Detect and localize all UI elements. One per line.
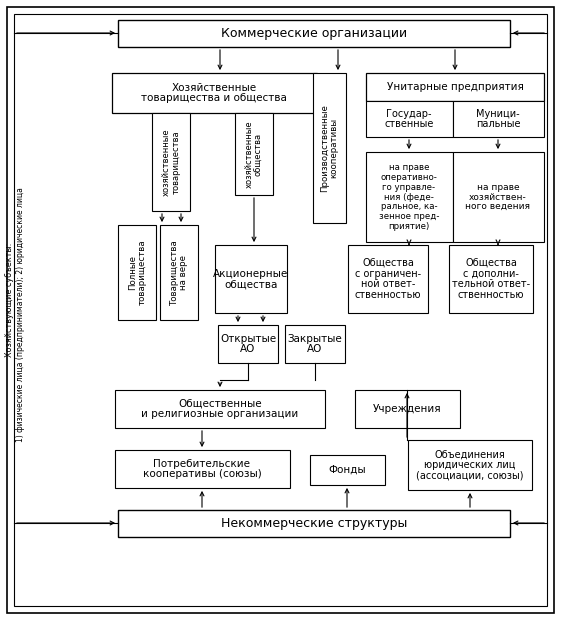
Bar [118,510,510,537]
Bar [215,245,287,313]
Text: Унитарные предприятия: Унитарные предприятия [387,82,523,92]
Bar [115,450,290,488]
Bar [408,440,532,490]
Text: Хозяйственные
товарищества и общества: Хозяйственные товарищества и общества [141,82,287,104]
Bar [310,455,385,485]
Bar [235,113,273,195]
Text: Фонды: Фонды [328,465,366,475]
Bar [115,390,325,428]
Text: Общества
с ограничен-
ной ответ-
ственностью: Общества с ограничен- ной ответ- ственно… [355,258,421,300]
Text: Объединения
юридических лиц
(ассоциации, союзы): Объединения юридических лиц (ассоциации,… [416,450,524,480]
Bar [313,73,346,223]
Bar [285,325,345,363]
Text: Учреждения: Учреждения [373,404,442,414]
Text: Потребительские
кооперативы (союзы): Потребительские кооперативы (союзы) [142,459,261,479]
Text: Товарищества
на вере: Товарищества на вере [169,239,188,305]
Bar [152,113,190,211]
Bar [218,325,278,363]
Text: Общественные
и религиозные организации: Общественные и религиозные организации [141,399,298,419]
Text: Общества
с дополни-
тельной ответ-
ственностью: Общества с дополни- тельной ответ- ствен… [452,258,530,300]
Text: Закрытые
АО: Закрытые АО [288,334,342,355]
Text: 1) физические лица (предприниматели); 2) юридические лица: 1) физические лица (предприниматели); 2)… [16,188,25,443]
Bar [112,73,317,113]
Bar [118,20,510,47]
Text: Производственные
кооперативы: Производственные кооперативы [320,104,338,192]
Text: хозяйственные
общества: хозяйственные общества [245,120,263,188]
Bar [449,245,533,313]
Text: Государ-
ственные: Государ- ственные [384,108,434,130]
Text: Некоммерческие структуры: Некоммерческие структуры [221,516,407,529]
Text: Коммерческие организации: Коммерческие организации [221,27,407,40]
Text: Полные
товарищества: Полные товарищества [128,239,146,305]
Bar [366,73,544,101]
Text: хозяйственные
товарищества: хозяйственные товарищества [162,128,180,196]
Bar [118,225,156,320]
Bar [348,245,428,313]
Text: Акционерные
общества: Акционерные общества [213,268,288,290]
Text: на праве
хозяйствен-
ного ведения: на праве хозяйствен- ного ведения [466,183,531,211]
Bar [160,225,198,320]
Text: Хозяйствующие субъекты:: Хозяйствующие субъекты: [6,243,15,357]
Bar [355,390,460,428]
Bar [453,101,544,137]
Text: Открытые
АО: Открытые АО [220,334,276,355]
Text: на праве
оперативно-
го управле-
ния (феде-
ральное, ка-
зенное пред-
приятие): на праве оперативно- го управле- ния (фе… [379,164,439,231]
Text: Муници-
пальные: Муници- пальные [476,108,520,130]
Bar [453,152,544,242]
Bar [366,152,453,242]
Bar [366,101,453,137]
